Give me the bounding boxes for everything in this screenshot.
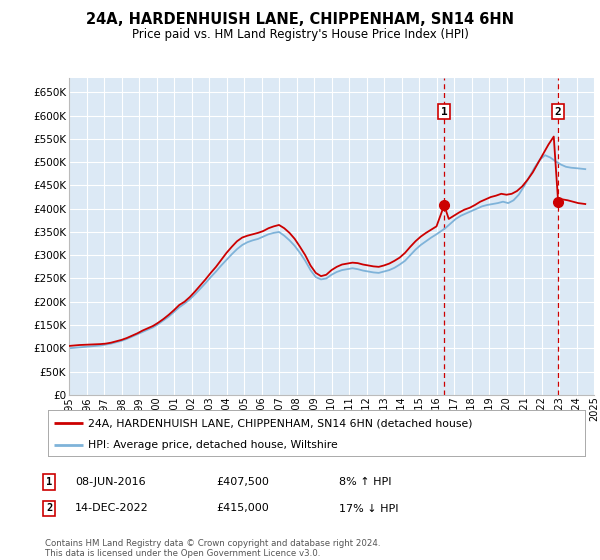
Text: 8% ↑ HPI: 8% ↑ HPI xyxy=(339,477,391,487)
Text: £415,000: £415,000 xyxy=(216,503,269,514)
Text: 14-DEC-2022: 14-DEC-2022 xyxy=(75,503,149,514)
Text: 24A, HARDENHUISH LANE, CHIPPENHAM, SN14 6HN (detached house): 24A, HARDENHUISH LANE, CHIPPENHAM, SN14 … xyxy=(88,418,473,428)
Text: 1: 1 xyxy=(441,106,448,116)
Text: Contains HM Land Registry data © Crown copyright and database right 2024.
This d: Contains HM Land Registry data © Crown c… xyxy=(45,539,380,558)
Text: 24A, HARDENHUISH LANE, CHIPPENHAM, SN14 6HN: 24A, HARDENHUISH LANE, CHIPPENHAM, SN14 … xyxy=(86,12,514,27)
Text: 08-JUN-2016: 08-JUN-2016 xyxy=(75,477,146,487)
Text: 1: 1 xyxy=(46,477,52,487)
Text: 2: 2 xyxy=(46,503,52,514)
Text: HPI: Average price, detached house, Wiltshire: HPI: Average price, detached house, Wilt… xyxy=(88,440,338,450)
Text: Price paid vs. HM Land Registry's House Price Index (HPI): Price paid vs. HM Land Registry's House … xyxy=(131,28,469,41)
Text: 17% ↓ HPI: 17% ↓ HPI xyxy=(339,503,398,514)
Text: 2: 2 xyxy=(555,106,562,116)
Text: £407,500: £407,500 xyxy=(216,477,269,487)
